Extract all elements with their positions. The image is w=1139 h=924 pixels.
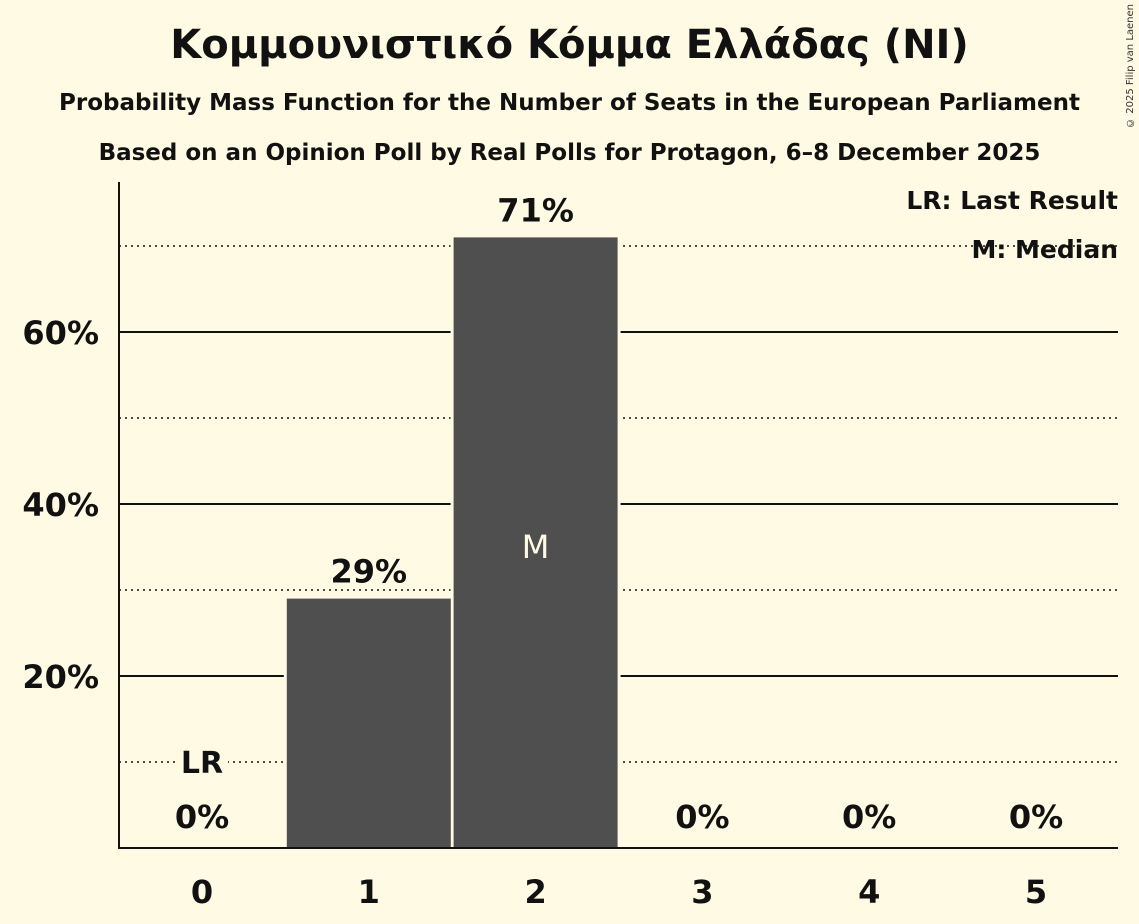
y-tick-label: 60% bbox=[22, 314, 99, 352]
median-marker: M bbox=[522, 528, 550, 566]
value-label: 0% bbox=[175, 798, 229, 836]
x-tick-label: 4 bbox=[858, 873, 880, 911]
value-label: 0% bbox=[1009, 798, 1063, 836]
legend-median: M: Median bbox=[971, 235, 1118, 264]
bar-seat-2 bbox=[453, 237, 618, 848]
value-label: 0% bbox=[842, 798, 896, 836]
value-label: 0% bbox=[675, 798, 729, 836]
x-tick-label: 5 bbox=[1025, 873, 1047, 911]
lr-bg bbox=[176, 734, 228, 768]
chart-title: Κομμουνιστικό Κόμμα Ελλάδας (NI) bbox=[170, 22, 969, 68]
legend-last-result: LR: Last Result bbox=[906, 186, 1118, 215]
value-label: 29% bbox=[331, 553, 408, 591]
x-tick-label: 1 bbox=[358, 873, 380, 911]
chart-subtitle: Probability Mass Function for the Number… bbox=[59, 90, 1080, 116]
x-tick-label: 2 bbox=[524, 873, 546, 911]
y-tick-label: 40% bbox=[22, 486, 99, 524]
last-result-marker: LR bbox=[181, 746, 223, 781]
x-tick-label: 3 bbox=[691, 873, 713, 911]
bar-seat-1 bbox=[286, 598, 451, 848]
value-label: 71% bbox=[497, 191, 574, 229]
x-tick-label: 0 bbox=[191, 873, 213, 911]
chart-source: Based on an Opinion Poll by Real Polls f… bbox=[98, 140, 1041, 166]
y-tick-label: 20% bbox=[22, 658, 99, 696]
